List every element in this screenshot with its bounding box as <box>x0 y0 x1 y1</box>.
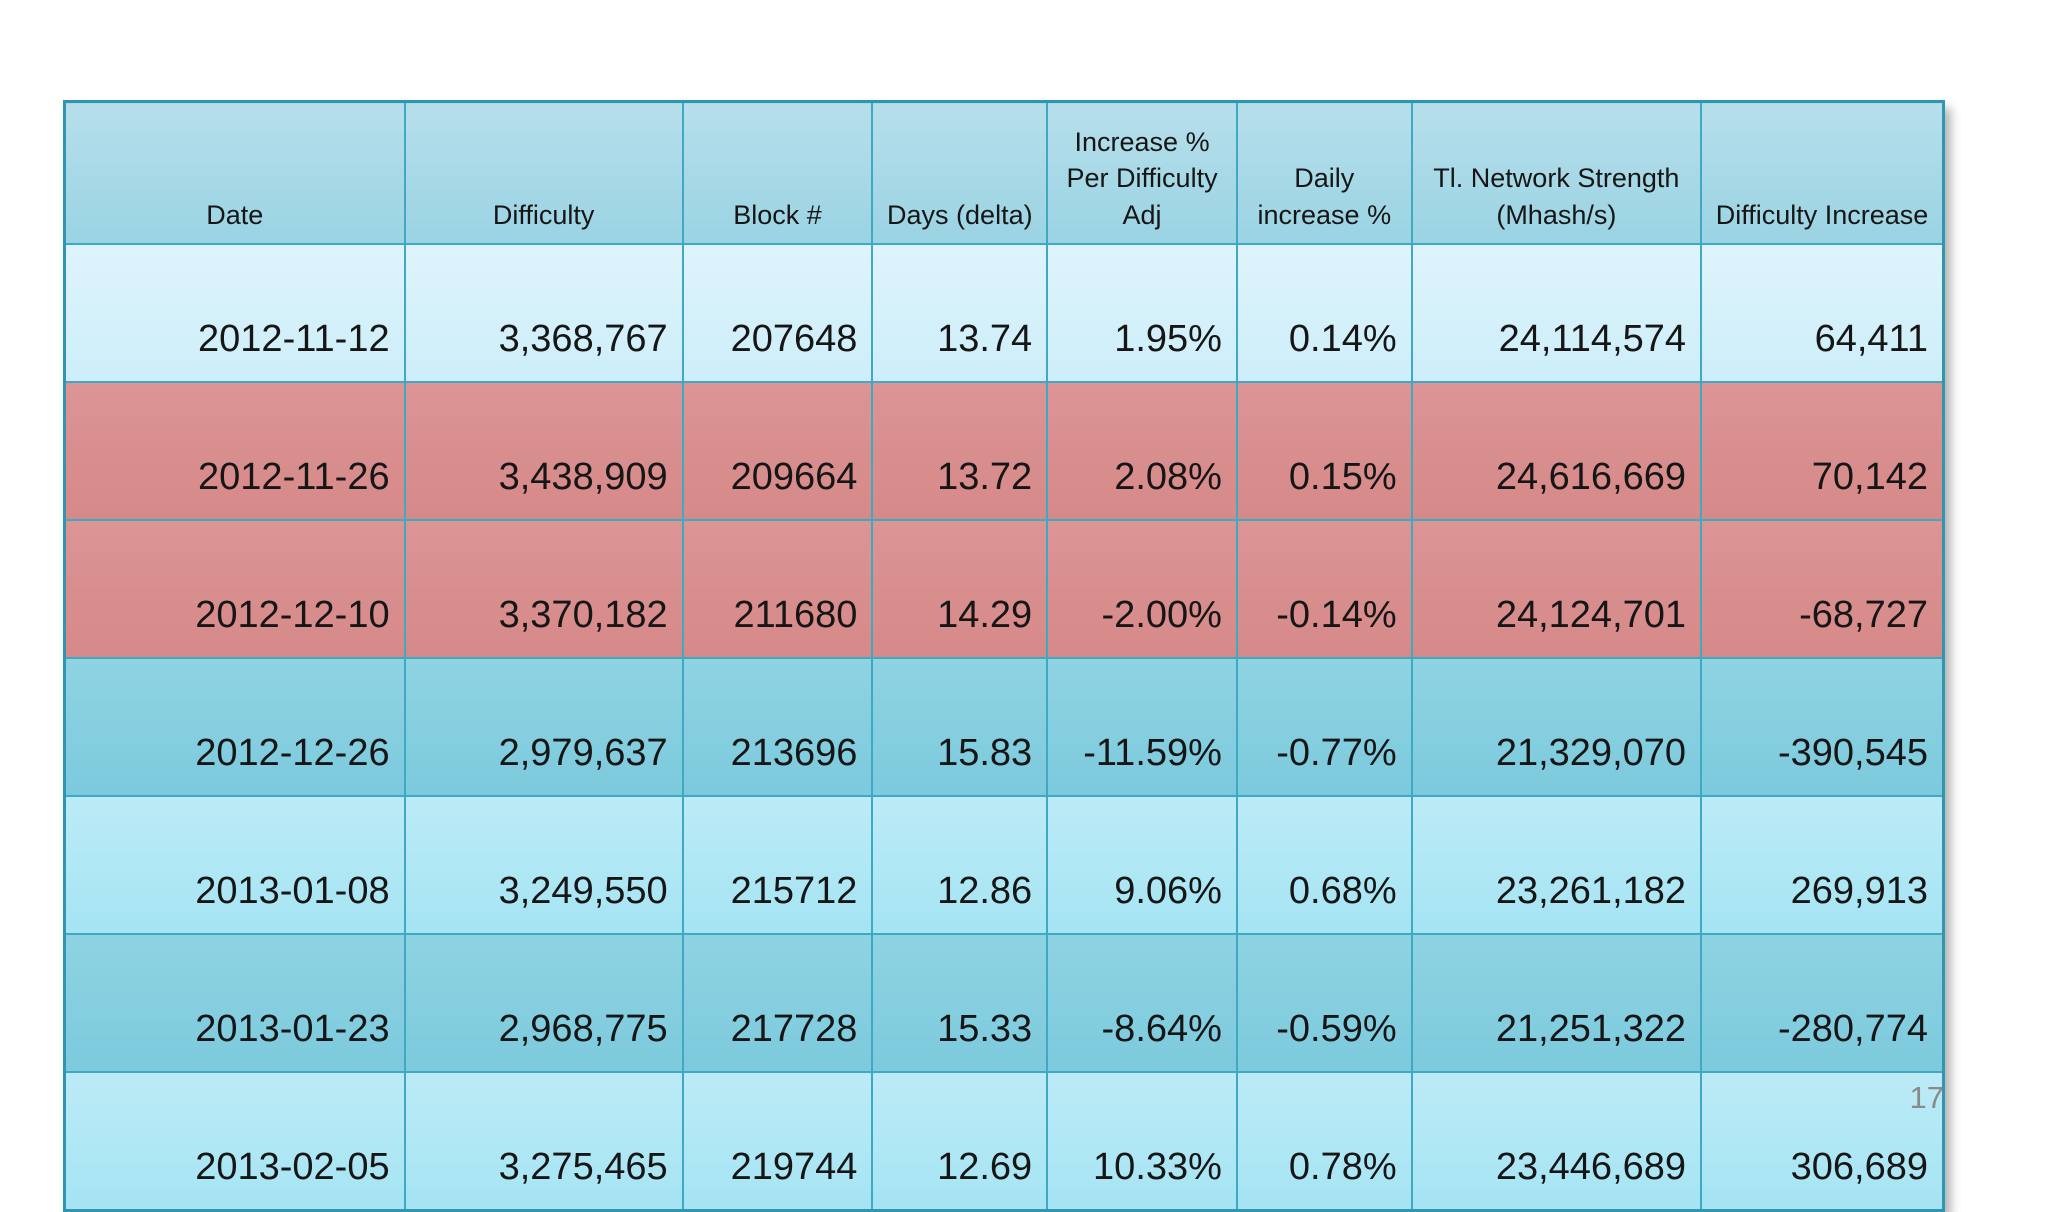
cell-difficulty: 3,249,550 <box>403 795 684 935</box>
cell-block: 219744 <box>681 1071 874 1212</box>
cell-increase-per-adj: 9.06% <box>1046 795 1238 935</box>
cell-network-strength: 24,616,669 <box>1410 381 1703 521</box>
cell-network-strength: 21,251,322 <box>1410 933 1703 1073</box>
cell-network-strength: 21,329,070 <box>1410 657 1703 797</box>
cell-increase-per-adj: -11.59% <box>1046 657 1238 797</box>
cell-days-delta: 12.86 <box>871 795 1049 935</box>
cell-daily-increase: -0.14% <box>1235 519 1413 659</box>
table-row: 2012-11-26 3,438,909 209664 13.72 2.08% … <box>63 381 1945 521</box>
cell-daily-increase: -0.77% <box>1235 657 1413 797</box>
cell-date: 2012-12-26 <box>63 657 406 797</box>
slide-page-number: 17 <box>1909 1080 1944 1115</box>
cell-daily-increase: 0.14% <box>1235 243 1413 383</box>
column-header-date: Date <box>63 100 406 245</box>
slide-background: Date Difficulty Block # Days (delta) Inc… <box>63 100 1945 1212</box>
cell-block: 209664 <box>681 381 874 521</box>
cell-days-delta: 15.33 <box>871 933 1049 1073</box>
cell-days-delta: 14.29 <box>871 519 1049 659</box>
cell-difficulty: 2,979,637 <box>403 657 684 797</box>
cell-difficulty-increase: -280,774 <box>1700 933 1945 1073</box>
cell-date: 2013-02-05 <box>63 1071 406 1212</box>
cell-difficulty-increase: 70,142 <box>1700 381 1945 521</box>
difficulty-table: Date Difficulty Block # Days (delta) Inc… <box>63 100 1945 1212</box>
cell-block: 213696 <box>681 657 874 797</box>
column-header-network-strength: Tl. Network Strength (Mhash/s) <box>1410 100 1703 245</box>
cell-date: 2012-12-10 <box>63 519 406 659</box>
cell-network-strength: 24,124,701 <box>1410 519 1703 659</box>
cell-daily-increase: 0.78% <box>1235 1071 1413 1212</box>
cell-difficulty-increase: 306,689 <box>1700 1071 1945 1212</box>
cell-days-delta: 15.83 <box>871 657 1049 797</box>
cell-daily-increase: -0.59% <box>1235 933 1413 1073</box>
cell-days-delta: 12.69 <box>871 1071 1049 1212</box>
table-row: 2012-12-10 3,370,182 211680 14.29 -2.00%… <box>63 519 1945 659</box>
table-row: 2013-01-23 2,968,775 217728 15.33 -8.64%… <box>63 933 1945 1073</box>
cell-difficulty-increase: -390,545 <box>1700 657 1945 797</box>
cell-date: 2013-01-23 <box>63 933 406 1073</box>
cell-block: 215712 <box>681 795 874 935</box>
cell-daily-increase: 0.68% <box>1235 795 1413 935</box>
cell-daily-increase: 0.15% <box>1235 381 1413 521</box>
cell-increase-per-adj: -2.00% <box>1046 519 1238 659</box>
column-header-difficulty-increase: Difficulty Increase <box>1700 100 1945 245</box>
cell-days-delta: 13.74 <box>871 243 1049 383</box>
cell-date: 2013-01-08 <box>63 795 406 935</box>
cell-network-strength: 23,261,182 <box>1410 795 1703 935</box>
cell-increase-per-adj: -8.64% <box>1046 933 1238 1073</box>
column-header-days-delta: Days (delta) <box>871 100 1049 245</box>
cell-difficulty: 3,275,465 <box>403 1071 684 1212</box>
header-row: Date Difficulty Block # Days (delta) Inc… <box>63 100 1945 245</box>
column-header-difficulty: Difficulty <box>403 100 684 245</box>
cell-difficulty-increase: 64,411 <box>1700 243 1945 383</box>
cell-increase-per-adj: 10.33% <box>1046 1071 1238 1212</box>
column-header-increase-per-adj: Increase % Per Difficulty Adj <box>1046 100 1238 245</box>
table-row: 2012-12-26 2,979,637 213696 15.83 -11.59… <box>63 657 1945 797</box>
table-row: 2012-11-12 3,368,767 207648 13.74 1.95% … <box>63 243 1945 383</box>
cell-block: 207648 <box>681 243 874 383</box>
cell-date: 2012-11-26 <box>63 381 406 521</box>
cell-difficulty-increase: 269,913 <box>1700 795 1945 935</box>
cell-increase-per-adj: 1.95% <box>1046 243 1238 383</box>
table-row: 2013-02-05 3,275,465 219744 12.69 10.33%… <box>63 1071 1945 1212</box>
table-row: 2013-01-08 3,249,550 215712 12.86 9.06% … <box>63 795 1945 935</box>
cell-difficulty: 2,968,775 <box>403 933 684 1073</box>
cell-block: 217728 <box>681 933 874 1073</box>
cell-date: 2012-11-12 <box>63 243 406 383</box>
cell-network-strength: 23,446,689 <box>1410 1071 1703 1212</box>
cell-difficulty-increase: -68,727 <box>1700 519 1945 659</box>
cell-difficulty: 3,368,767 <box>403 243 684 383</box>
cell-days-delta: 13.72 <box>871 381 1049 521</box>
cell-increase-per-adj: 2.08% <box>1046 381 1238 521</box>
cell-difficulty: 3,370,182 <box>403 519 684 659</box>
column-header-daily-increase: Daily increase % <box>1235 100 1413 245</box>
cell-network-strength: 24,114,574 <box>1410 243 1703 383</box>
cell-difficulty: 3,438,909 <box>403 381 684 521</box>
column-header-block: Block # <box>681 100 874 245</box>
cell-block: 211680 <box>681 519 874 659</box>
